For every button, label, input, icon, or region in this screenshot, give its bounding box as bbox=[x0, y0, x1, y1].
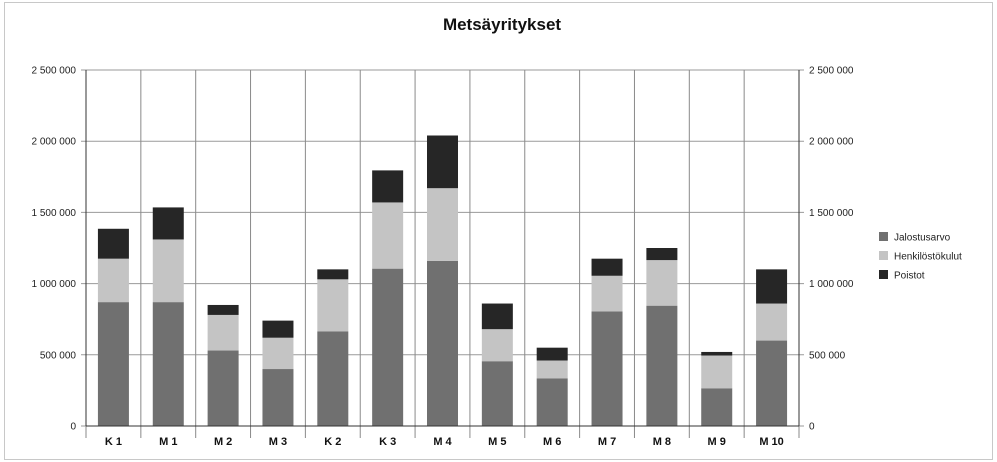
bar-jalostusarvo-m3 bbox=[262, 369, 294, 426]
x-tick-label: M 5 bbox=[488, 436, 506, 448]
bar-poistot-m5 bbox=[481, 303, 513, 330]
bar-poistot-m6 bbox=[536, 347, 568, 361]
bar-poistot-k2 bbox=[317, 269, 349, 280]
bar-poistot-k1 bbox=[97, 228, 129, 259]
bar-jalostusarvo-m10 bbox=[756, 340, 788, 426]
y-tick-label-left: 500 000 bbox=[40, 350, 77, 361]
x-tick-label: M 4 bbox=[433, 436, 452, 448]
y-axis-right-ticks: 0 500 000 1 000 000 1 500 000 2 000 000 2 500… bbox=[809, 66, 854, 433]
bar-henkil-st-kulut-m9 bbox=[701, 355, 733, 389]
x-tick-label: K 3 bbox=[379, 436, 396, 448]
bar-jalostusarvo-m5 bbox=[481, 361, 513, 426]
y-tick-label-left: 2 000 000 bbox=[32, 137, 77, 148]
bar-poistot-m2 bbox=[207, 304, 239, 315]
x-axis-category-labels: K 1 M 1 M 2 M 3 K 2 K 3 M 4 M 5 M 6 M 7 M 8 M 9 M 10 bbox=[105, 436, 784, 448]
x-tick-label: M 8 bbox=[653, 436, 671, 448]
bar-jalostusarvo-m7 bbox=[591, 311, 623, 426]
bar-henkil-st-kulut-m3 bbox=[262, 337, 294, 370]
bar-jalostusarvo-m6 bbox=[536, 378, 568, 426]
bar-henkil-st-kulut-m5 bbox=[481, 329, 513, 362]
bar-poistot-k3 bbox=[372, 170, 404, 203]
x-tick-label: M 1 bbox=[159, 436, 177, 448]
bar-poistot-m7 bbox=[591, 258, 623, 276]
bars bbox=[97, 135, 788, 426]
y-tick-label-right: 0 bbox=[809, 422, 815, 433]
bar-jalostusarvo-m1 bbox=[152, 302, 184, 426]
bar-henkil-st-kulut-m2 bbox=[207, 314, 239, 351]
bar-poistot-m3 bbox=[262, 320, 294, 338]
y-tick-label-right: 1 000 000 bbox=[809, 279, 854, 290]
y-axis-left-ticks: 0 500 000 1 000 000 1 500 000 2 000 000 2 500… bbox=[32, 66, 77, 433]
bar-jalostusarvo-m8 bbox=[646, 305, 678, 426]
bar-poistot-m10 bbox=[756, 269, 788, 304]
legend-swatch bbox=[879, 251, 888, 260]
y-tick-label-right: 2 500 000 bbox=[809, 66, 854, 77]
y-tick-label-right: 2 000 000 bbox=[809, 137, 854, 148]
bar-poistot-m8 bbox=[646, 248, 678, 261]
chart-title: Metsäyritykset bbox=[443, 15, 561, 34]
bar-henkil-st-kulut-m4 bbox=[427, 188, 458, 261]
y-tick-label-left: 0 bbox=[70, 422, 76, 433]
bar-jalostusarvo-m9 bbox=[701, 388, 733, 426]
bar-poistot-m4 bbox=[427, 135, 458, 189]
bar-henkil-st-kulut-m10 bbox=[756, 303, 788, 341]
chart-svg: Metsäyritykset 0 500 000 1 000 000 1 500 00… bbox=[32, 15, 963, 448]
bar-jalostusarvo-k2 bbox=[317, 331, 349, 426]
bar-jalostusarvo-m4 bbox=[427, 260, 458, 426]
bar-henkil-st-kulut-m1 bbox=[152, 239, 184, 303]
y-tick-label-left: 1 500 000 bbox=[32, 208, 77, 219]
legend-label: Henkilöstökulut bbox=[894, 252, 962, 263]
legend-label: Jalostusarvo bbox=[894, 233, 951, 244]
bar-henkil-st-kulut-m7 bbox=[591, 275, 623, 312]
y-tick-label-right: 1 500 000 bbox=[809, 208, 854, 219]
y-tick-label-left: 1 000 000 bbox=[32, 279, 77, 290]
x-tick-label: M 7 bbox=[598, 436, 616, 448]
x-tick-label: M 9 bbox=[708, 436, 726, 448]
legend-swatch bbox=[879, 232, 888, 241]
y-tick-label-right: 500 000 bbox=[809, 350, 846, 361]
y-tick-label-left: 2 500 000 bbox=[32, 66, 77, 77]
legend-swatch bbox=[879, 270, 888, 279]
x-tick-label: M 10 bbox=[759, 436, 783, 448]
chart-frame: Metsäyritykset 0 500 000 1 000 000 1 500 00… bbox=[4, 2, 993, 460]
bar-jalostusarvo-k3 bbox=[372, 268, 404, 426]
legend-label: Poistot bbox=[894, 271, 925, 282]
x-tick-label: K 2 bbox=[324, 436, 341, 448]
bar-henkil-st-kulut-k1 bbox=[97, 258, 129, 303]
bar-henkil-st-kulut-k3 bbox=[372, 202, 404, 269]
x-tick-label: K 1 bbox=[105, 436, 122, 448]
bar-henkil-st-kulut-m8 bbox=[646, 260, 678, 306]
bar-jalostusarvo-k1 bbox=[97, 302, 129, 426]
bar-henkil-st-kulut-k2 bbox=[317, 279, 349, 332]
bar-poistot-m1 bbox=[152, 207, 184, 240]
x-tick-label: M 6 bbox=[543, 436, 561, 448]
bar-jalostusarvo-m2 bbox=[207, 350, 239, 426]
x-tick-label: M 2 bbox=[214, 436, 232, 448]
x-tick-label: M 3 bbox=[269, 436, 287, 448]
bar-henkil-st-kulut-m6 bbox=[536, 360, 568, 379]
bar-poistot-m9 bbox=[701, 351, 733, 356]
axes bbox=[85, 70, 800, 427]
legend: Jalostusarvo Henkilöstökulut Poistot bbox=[879, 232, 962, 282]
